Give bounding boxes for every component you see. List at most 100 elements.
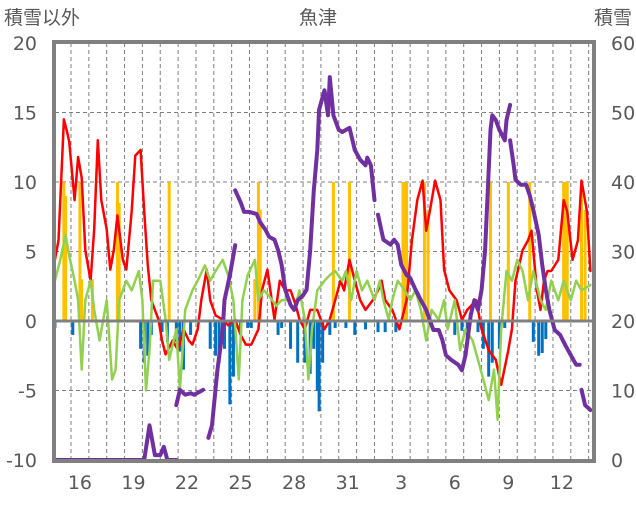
x-tick-label: 28 [282, 472, 306, 494]
gridlines [55, 43, 593, 460]
blue-bar [537, 321, 541, 356]
right-tick-label: 40 [611, 172, 635, 194]
orange-bar [167, 182, 171, 321]
x-tick-label: 6 [449, 472, 461, 494]
blue-bar [249, 321, 253, 328]
blue-bar [344, 321, 348, 328]
orange-bar [115, 182, 119, 321]
orange-bar [426, 209, 430, 321]
blue-bar [276, 321, 280, 335]
orange-bar [347, 182, 351, 321]
x-tick-label: 3 [395, 472, 407, 494]
blue-bar [303, 321, 307, 363]
left-tick-label: 5 [25, 242, 37, 264]
blue-bar [312, 321, 316, 349]
right-tick-label: 60 [611, 33, 635, 55]
bar-series [53, 182, 587, 412]
blue-bar [490, 321, 494, 363]
orange-bar [117, 202, 121, 321]
blue-bar [71, 321, 75, 335]
blue-bar [315, 321, 319, 391]
blue-bar [246, 321, 250, 328]
orange-bar [256, 182, 260, 321]
blue-bar [280, 321, 284, 328]
orange-bar [62, 182, 66, 321]
line-series [52, 75, 593, 462]
right-tick-label: 10 [611, 381, 635, 403]
blue-bar [544, 321, 548, 340]
orange-bar [488, 182, 492, 321]
chart-title: 魚津 [299, 7, 337, 29]
left-tick-label: 15 [13, 103, 37, 125]
blue-bar [189, 321, 193, 335]
blue-bar [540, 321, 544, 353]
orange-bar [80, 279, 84, 321]
x-tick-label: 16 [68, 472, 92, 494]
blue-bar [383, 321, 387, 333]
orange-bar [583, 209, 587, 321]
left-tick-label: 0 [25, 311, 37, 333]
orange-bar [258, 209, 262, 321]
blue-bar [394, 321, 398, 333]
right-tick-label: 0 [611, 450, 623, 472]
green-line [53, 233, 592, 421]
blue-bar [139, 321, 143, 349]
orange-bar [422, 182, 426, 321]
blue-bar [353, 321, 357, 335]
x-tick-label: 12 [550, 472, 574, 494]
x-tick-label: 19 [121, 472, 145, 494]
orange-bar [405, 182, 409, 321]
blue-bar [531, 321, 535, 342]
left-tick-label: -5 [18, 381, 37, 403]
blue-bar [214, 321, 218, 356]
left-tick-label: -10 [6, 450, 37, 472]
left-axis-title: 積雪以外 [4, 7, 80, 29]
blue-bar [296, 321, 300, 363]
x-tick-label: 9 [502, 472, 514, 494]
orange-bar [506, 182, 510, 321]
blue-bar [178, 321, 182, 352]
blue-bar [376, 321, 380, 333]
blue-bar [317, 321, 321, 412]
orange-bar [528, 182, 532, 321]
left-tick-label: 10 [13, 172, 37, 194]
right-tick-label: 30 [611, 242, 635, 264]
orange-bar [253, 279, 257, 321]
blue-bar [231, 321, 235, 377]
right-tick-label: 50 [611, 103, 635, 125]
orange-bar [403, 182, 407, 321]
blue-bar [223, 321, 227, 349]
x-tick-label: 25 [228, 472, 252, 494]
orange-bar [562, 182, 566, 321]
orange-bar [64, 195, 68, 321]
blue-bar [321, 321, 325, 363]
orange-bar [565, 182, 569, 321]
blue-bar [476, 321, 480, 333]
orange-bar [331, 182, 335, 321]
plot-frame [52, 40, 596, 463]
blue-bar [453, 321, 457, 335]
blue-bar [333, 321, 337, 328]
right-tick-label: 20 [611, 311, 635, 333]
blue-bar [328, 321, 332, 335]
blue-bar [364, 321, 368, 330]
orange-bar [563, 182, 567, 321]
purple-line [52, 75, 593, 462]
blue-bar [289, 321, 293, 349]
orange-bar [78, 182, 82, 321]
blue-bar [228, 321, 232, 405]
blue-bar [160, 321, 164, 333]
blue-bar [503, 321, 507, 328]
left-tick-label: 20 [13, 33, 37, 55]
plot-border [52, 40, 596, 463]
blue-bar [208, 321, 212, 349]
orange-bar [401, 182, 405, 321]
blue-bar [497, 321, 501, 349]
x-tick-label: 22 [175, 472, 199, 494]
blue-bar [460, 321, 464, 331]
x-tick-label: 31 [336, 472, 360, 494]
blue-bar [146, 321, 150, 356]
orange-bar [580, 182, 584, 321]
